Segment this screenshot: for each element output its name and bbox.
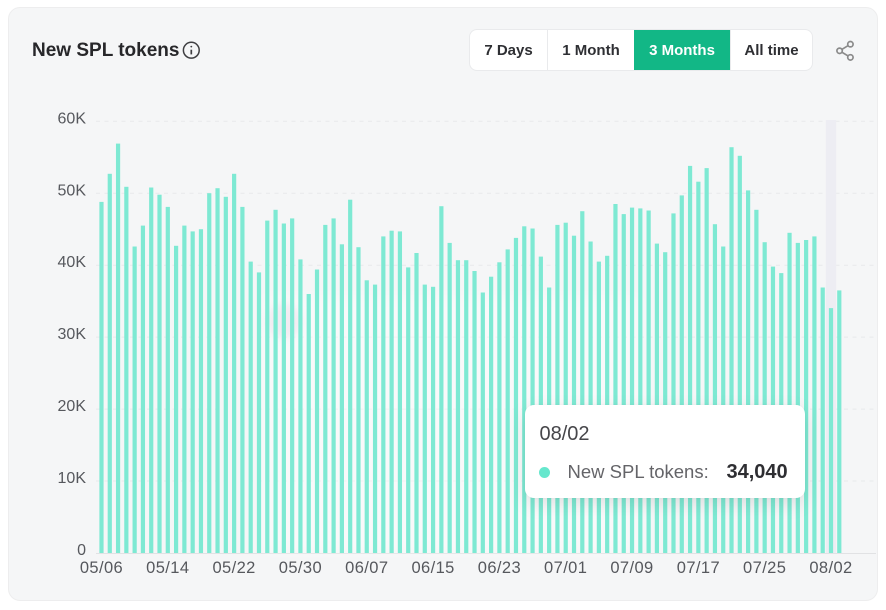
svg-text:07/09: 07/09 <box>610 559 653 577</box>
svg-text:50K: 50K <box>58 182 87 199</box>
svg-text:07/25: 07/25 <box>743 559 786 577</box>
svg-text:06/23: 06/23 <box>478 559 521 577</box>
svg-text:06/15: 06/15 <box>411 559 454 577</box>
svg-text:60K: 60K <box>58 110 87 127</box>
svg-text:0: 0 <box>77 542 86 559</box>
svg-text:06/07: 06/07 <box>345 559 388 577</box>
svg-text:10K: 10K <box>58 470 87 487</box>
svg-text:05/14: 05/14 <box>146 559 189 577</box>
svg-text:30K: 30K <box>58 326 87 343</box>
svg-text:08/02: 08/02 <box>809 559 852 577</box>
svg-text:07/17: 07/17 <box>677 559 720 577</box>
svg-text:05/22: 05/22 <box>212 559 255 577</box>
svg-text:40K: 40K <box>58 254 87 271</box>
svg-text:05/30: 05/30 <box>279 559 322 577</box>
svg-text:05/06: 05/06 <box>80 559 123 577</box>
svg-text:20K: 20K <box>58 398 87 415</box>
svg-text:07/01: 07/01 <box>544 559 587 577</box>
